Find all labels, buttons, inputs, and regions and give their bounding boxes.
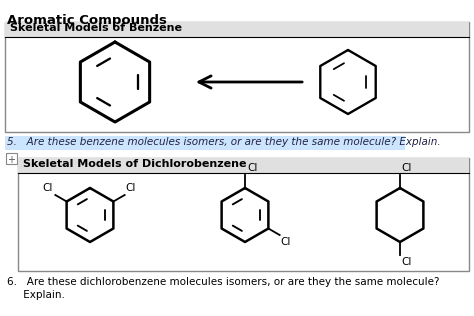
Text: Skeletal Models of Dichlorobenzene: Skeletal Models of Dichlorobenzene bbox=[23, 159, 246, 169]
Bar bbox=[18, 158, 469, 173]
Bar bbox=[5, 22, 469, 37]
Text: Cl: Cl bbox=[126, 183, 136, 193]
Text: 5.   Are these benzene molecules isomers, or are they the same molecule? Explain: 5. Are these benzene molecules isomers, … bbox=[7, 137, 441, 147]
Text: Cl: Cl bbox=[247, 163, 257, 173]
Text: Explain.: Explain. bbox=[7, 290, 65, 300]
Text: 6.   Are these dichlorobenzene molecules isomers, or are they the same molecule?: 6. Are these dichlorobenzene molecules i… bbox=[7, 277, 439, 287]
Text: Skeletal Models of Benzene: Skeletal Models of Benzene bbox=[10, 23, 182, 33]
Text: Cl: Cl bbox=[401, 257, 411, 267]
Text: Aromatic Compounds: Aromatic Compounds bbox=[7, 14, 167, 27]
Bar bbox=[5, 22, 469, 132]
Bar bbox=[18, 158, 469, 271]
Bar bbox=[5, 136, 405, 150]
Text: +: + bbox=[8, 155, 16, 165]
Text: Cl: Cl bbox=[401, 163, 411, 173]
Bar bbox=[6, 153, 17, 164]
Text: Cl: Cl bbox=[42, 183, 52, 193]
Text: Cl: Cl bbox=[281, 237, 291, 247]
